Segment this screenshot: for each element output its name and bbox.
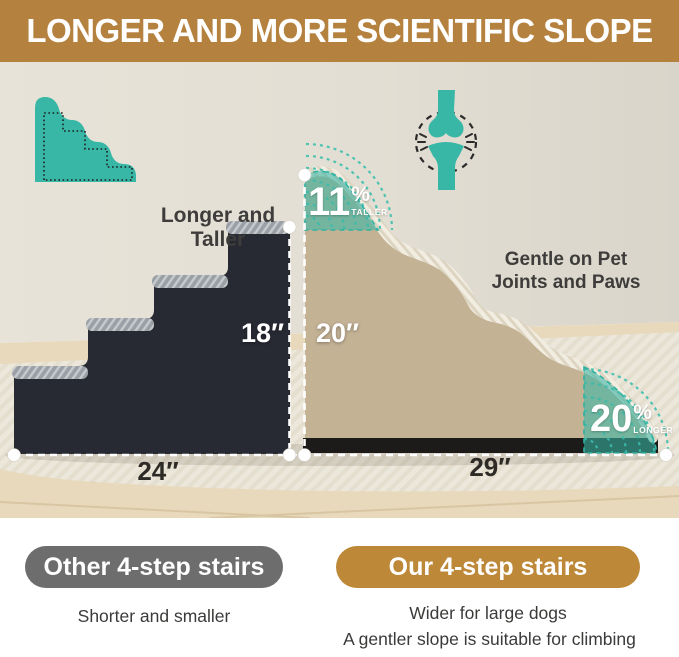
- taller-overlay: [304, 142, 394, 231]
- feature-label-line1: Gentle on Pet: [504, 249, 628, 270]
- our-stairs-base: [303, 438, 658, 453]
- feature-label-gentle-joints: Gentle on Pet Joints and Paws: [486, 248, 646, 294]
- comparison-footer: Other 4-step stairs Our 4-step stairs Sh…: [0, 518, 679, 657]
- header-bar: LONGER AND MORE SCIENTIFIC SLOPE: [0, 0, 679, 62]
- longer-badge-caption: LONGER: [633, 425, 674, 435]
- taller-badge-percent: %: [351, 183, 370, 206]
- scene-canvas: [0, 62, 679, 518]
- our-stairs-pill: Our 4-step stairs: [336, 546, 640, 588]
- measurement-dots: [7, 168, 673, 462]
- our-stairs-height-label: 20″: [316, 318, 359, 348]
- feature-label-longer-taller: Longer and Taller: [160, 204, 276, 251]
- other-stairs-width-label: 24″: [137, 456, 179, 486]
- feature-label-line2: Joints and Paws: [491, 272, 641, 294]
- longer-overlay: [583, 365, 670, 454]
- longer-badge: 20 % LONGER: [590, 400, 673, 438]
- longer-badge-percent: %: [633, 401, 652, 424]
- taller-badge-caption: TALLER: [351, 207, 388, 217]
- our-stairs-caption-line2: A gentler slope is suitable for climbing: [343, 629, 636, 649]
- taller-badge-value: 11: [308, 180, 351, 224]
- page-title: LONGER AND MORE SCIENTIFIC SLOPE: [26, 12, 653, 49]
- our-stairs-width-label: 29″: [469, 452, 511, 482]
- other-stairs-caption: Shorter and smaller: [77, 606, 231, 626]
- our-stairs-caption-line1: Wider for large dogs: [409, 603, 567, 623]
- other-stairs-treads: [12, 221, 290, 379]
- scene-photo: Longer and Taller Gentle on Pet Joints a…: [0, 62, 679, 518]
- longer-badge-value: 20: [590, 398, 633, 440]
- joint-icon: [414, 90, 478, 190]
- measurement-lines: [14, 175, 666, 457]
- stairs-icon: [35, 97, 136, 182]
- taller-badge: 11 % TALLER: [308, 182, 388, 222]
- other-stairs-pill: Other 4-step stairs: [25, 546, 283, 588]
- other-stairs-height-label: 18″: [241, 318, 284, 348]
